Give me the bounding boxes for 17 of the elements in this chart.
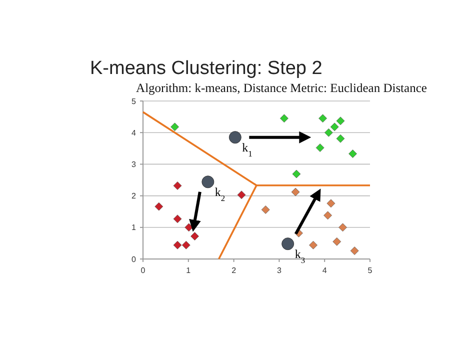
- x-tick-label: 4: [322, 266, 328, 275]
- annotation: k$_{3}$: [294, 247, 306, 265]
- x-tick-label: 2: [232, 266, 237, 275]
- x-tick-label: 1: [186, 266, 192, 275]
- x-tick-label: 3: [276, 266, 282, 275]
- y-tick-label: 4: [132, 128, 137, 138]
- chart-title: K-means Clustering: Step 2: [90, 58, 322, 79]
- y-tick-label: 5: [132, 96, 137, 106]
- y-tick-label: 3: [132, 160, 137, 169]
- y-tick-label: 1: [132, 223, 137, 232]
- annotation: k$_{1}$: [242, 140, 252, 158]
- x-tick-label: 5: [368, 266, 373, 275]
- chart-subtitle: Algorithm: k-means, Distance Metric: Euclidean Distance: [136, 81, 428, 95]
- y-tick-label: 0: [132, 254, 137, 264]
- annotation: k$_{2}$: [214, 185, 226, 203]
- x-tick-label: 0: [140, 266, 146, 275]
- y-tick-label: 2: [132, 192, 137, 201]
